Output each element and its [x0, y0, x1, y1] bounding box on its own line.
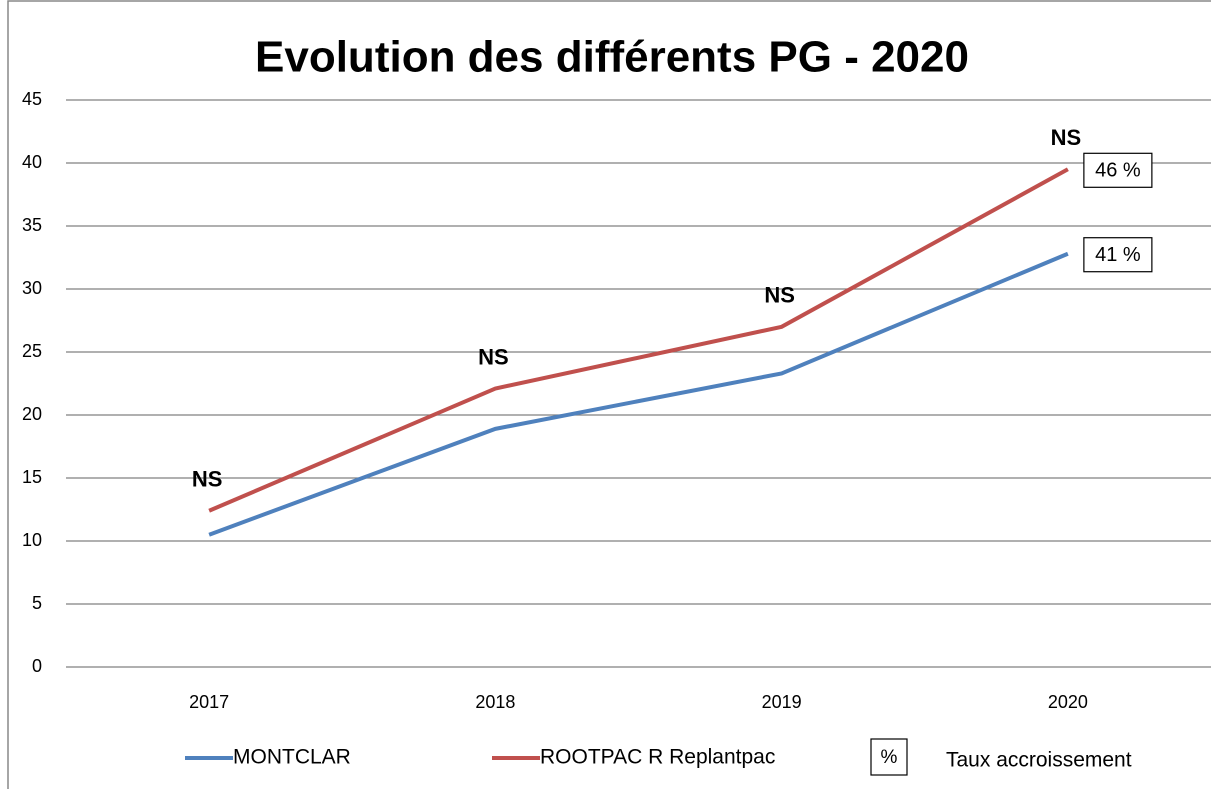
x-tick-label: 2018 [475, 692, 515, 712]
annotation: NS [764, 283, 795, 308]
y-tick-label: 20 [22, 404, 42, 424]
y-tick-label: 35 [22, 215, 42, 235]
x-tick-label: 2017 [189, 692, 229, 712]
y-tick-label: 45 [22, 89, 42, 109]
chart-title: Evolution des différents PG - 2020 [255, 33, 969, 82]
legend-label: ROOTPAC R Replantpac [540, 746, 775, 769]
x-tick-label: 2019 [762, 692, 802, 712]
legend-label: Taux accroissement [946, 749, 1132, 772]
x-tick-label: 2020 [1048, 692, 1088, 712]
y-tick-label: 30 [22, 278, 42, 298]
y-tick-label: 25 [22, 341, 42, 361]
line [208, 167, 1069, 513]
line [208, 251, 1069, 537]
y-tick-label: 15 [22, 467, 42, 487]
y-tick-label: 10 [22, 530, 42, 550]
y-tick-label: 0 [32, 656, 42, 676]
growth-label: 41 % [1095, 244, 1141, 266]
chart-frame [7, 0, 1211, 789]
legend-box [870, 738, 908, 776]
y-tick-label: 5 [32, 593, 42, 613]
growth-label-box [1083, 237, 1153, 273]
annotation: NS [478, 344, 509, 369]
legend-symbol: % [881, 747, 898, 768]
y-tick-label: 40 [22, 152, 42, 172]
growth-label: 46 % [1095, 160, 1141, 182]
legend-label: MONTCLAR [233, 746, 351, 769]
annotation: NS [192, 467, 223, 492]
annotation: NS [1051, 125, 1082, 150]
growth-label-box [1083, 152, 1153, 188]
